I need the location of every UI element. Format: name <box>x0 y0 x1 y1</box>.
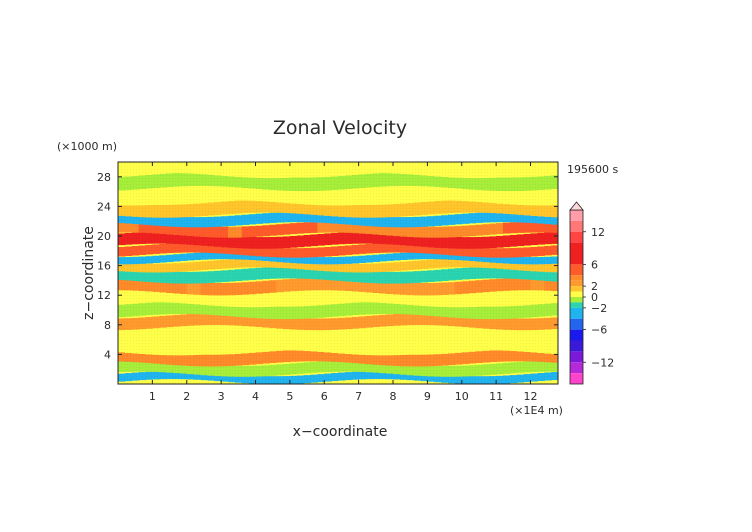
y-tick-label: 4 <box>104 348 111 361</box>
plot-texture <box>118 162 558 384</box>
colorbar-tick-label: 0 <box>591 291 598 304</box>
x-tick-label: 12 <box>524 390 538 403</box>
colorbar-swatch <box>570 253 583 265</box>
y-tick-label: 28 <box>97 171 111 184</box>
x-tick-label: 5 <box>286 390 293 403</box>
colorbar-tick-label: −12 <box>591 356 614 369</box>
x-tick-label: 6 <box>321 390 328 403</box>
y-tick-label: 24 <box>97 200 111 213</box>
colorbar-swatch <box>570 280 583 287</box>
x-unit-label: (×1E4 m) <box>510 404 563 417</box>
x-tick-label: 1 <box>149 390 156 403</box>
y-tick-label: 16 <box>97 260 111 273</box>
colorbar-swatch <box>570 210 583 221</box>
y-unit-label: (×1000 m) <box>57 140 117 153</box>
x-tick-label: 3 <box>218 390 225 403</box>
colorbar-swatch <box>570 291 583 297</box>
colorbar-swatch <box>570 231 583 243</box>
colorbar-overflow-arrow <box>569 201 584 211</box>
colorbar-swatch <box>570 351 583 363</box>
colorbar-tick-label: −6 <box>591 324 607 337</box>
y-axis-label: z−coordinate <box>81 226 97 320</box>
colorbar-swatch <box>570 373 583 385</box>
x-tick-label: 2 <box>183 390 190 403</box>
colorbar-swatch <box>570 242 583 254</box>
y-tick-label: 8 <box>104 319 111 332</box>
y-tick-label: 20 <box>97 230 111 243</box>
colorbar-swatch <box>570 318 583 330</box>
colorbar-swatch <box>570 286 583 292</box>
time-label: 195600 s <box>567 163 618 176</box>
y-tick-label: 12 <box>97 289 111 302</box>
x-tick-label: 7 <box>355 390 362 403</box>
x-tick-label: 8 <box>390 390 397 403</box>
x-tick-label: 9 <box>424 390 431 403</box>
colorbar-swatch <box>570 340 583 352</box>
colorbar-tick-label: 2 <box>591 280 598 293</box>
colorbar-swatch <box>570 307 583 319</box>
y-axis: 4 8 12 16 20 24 28 <box>97 171 558 361</box>
colorbar-swatch <box>570 264 583 276</box>
colorbar-swatch <box>570 362 583 374</box>
colorbar-swatch <box>570 329 583 341</box>
x-axis-label: x−coordinate <box>293 424 388 440</box>
colorbar-swatch <box>570 220 583 232</box>
x-tick-label: 10 <box>455 390 469 403</box>
chart-title: Zonal Velocity <box>273 117 407 139</box>
colorbar-swatch <box>570 302 583 308</box>
colorbar-tick-label: 6 <box>591 258 598 271</box>
plot-frame <box>117 161 559 385</box>
colorbar-tick-label: 12 <box>591 226 605 239</box>
colorbar-swatch <box>570 297 583 303</box>
x-axis: 1 2 3 4 5 6 7 8 9 10 11 12 <box>149 162 538 403</box>
colorbar-swatch <box>570 275 583 281</box>
colorbar-tick-label: −2 <box>591 302 607 315</box>
x-tick-label: 11 <box>489 390 503 403</box>
x-tick-label: 4 <box>252 390 259 403</box>
colorbar: 12 6 20−2 −6 −12 <box>569 201 614 385</box>
